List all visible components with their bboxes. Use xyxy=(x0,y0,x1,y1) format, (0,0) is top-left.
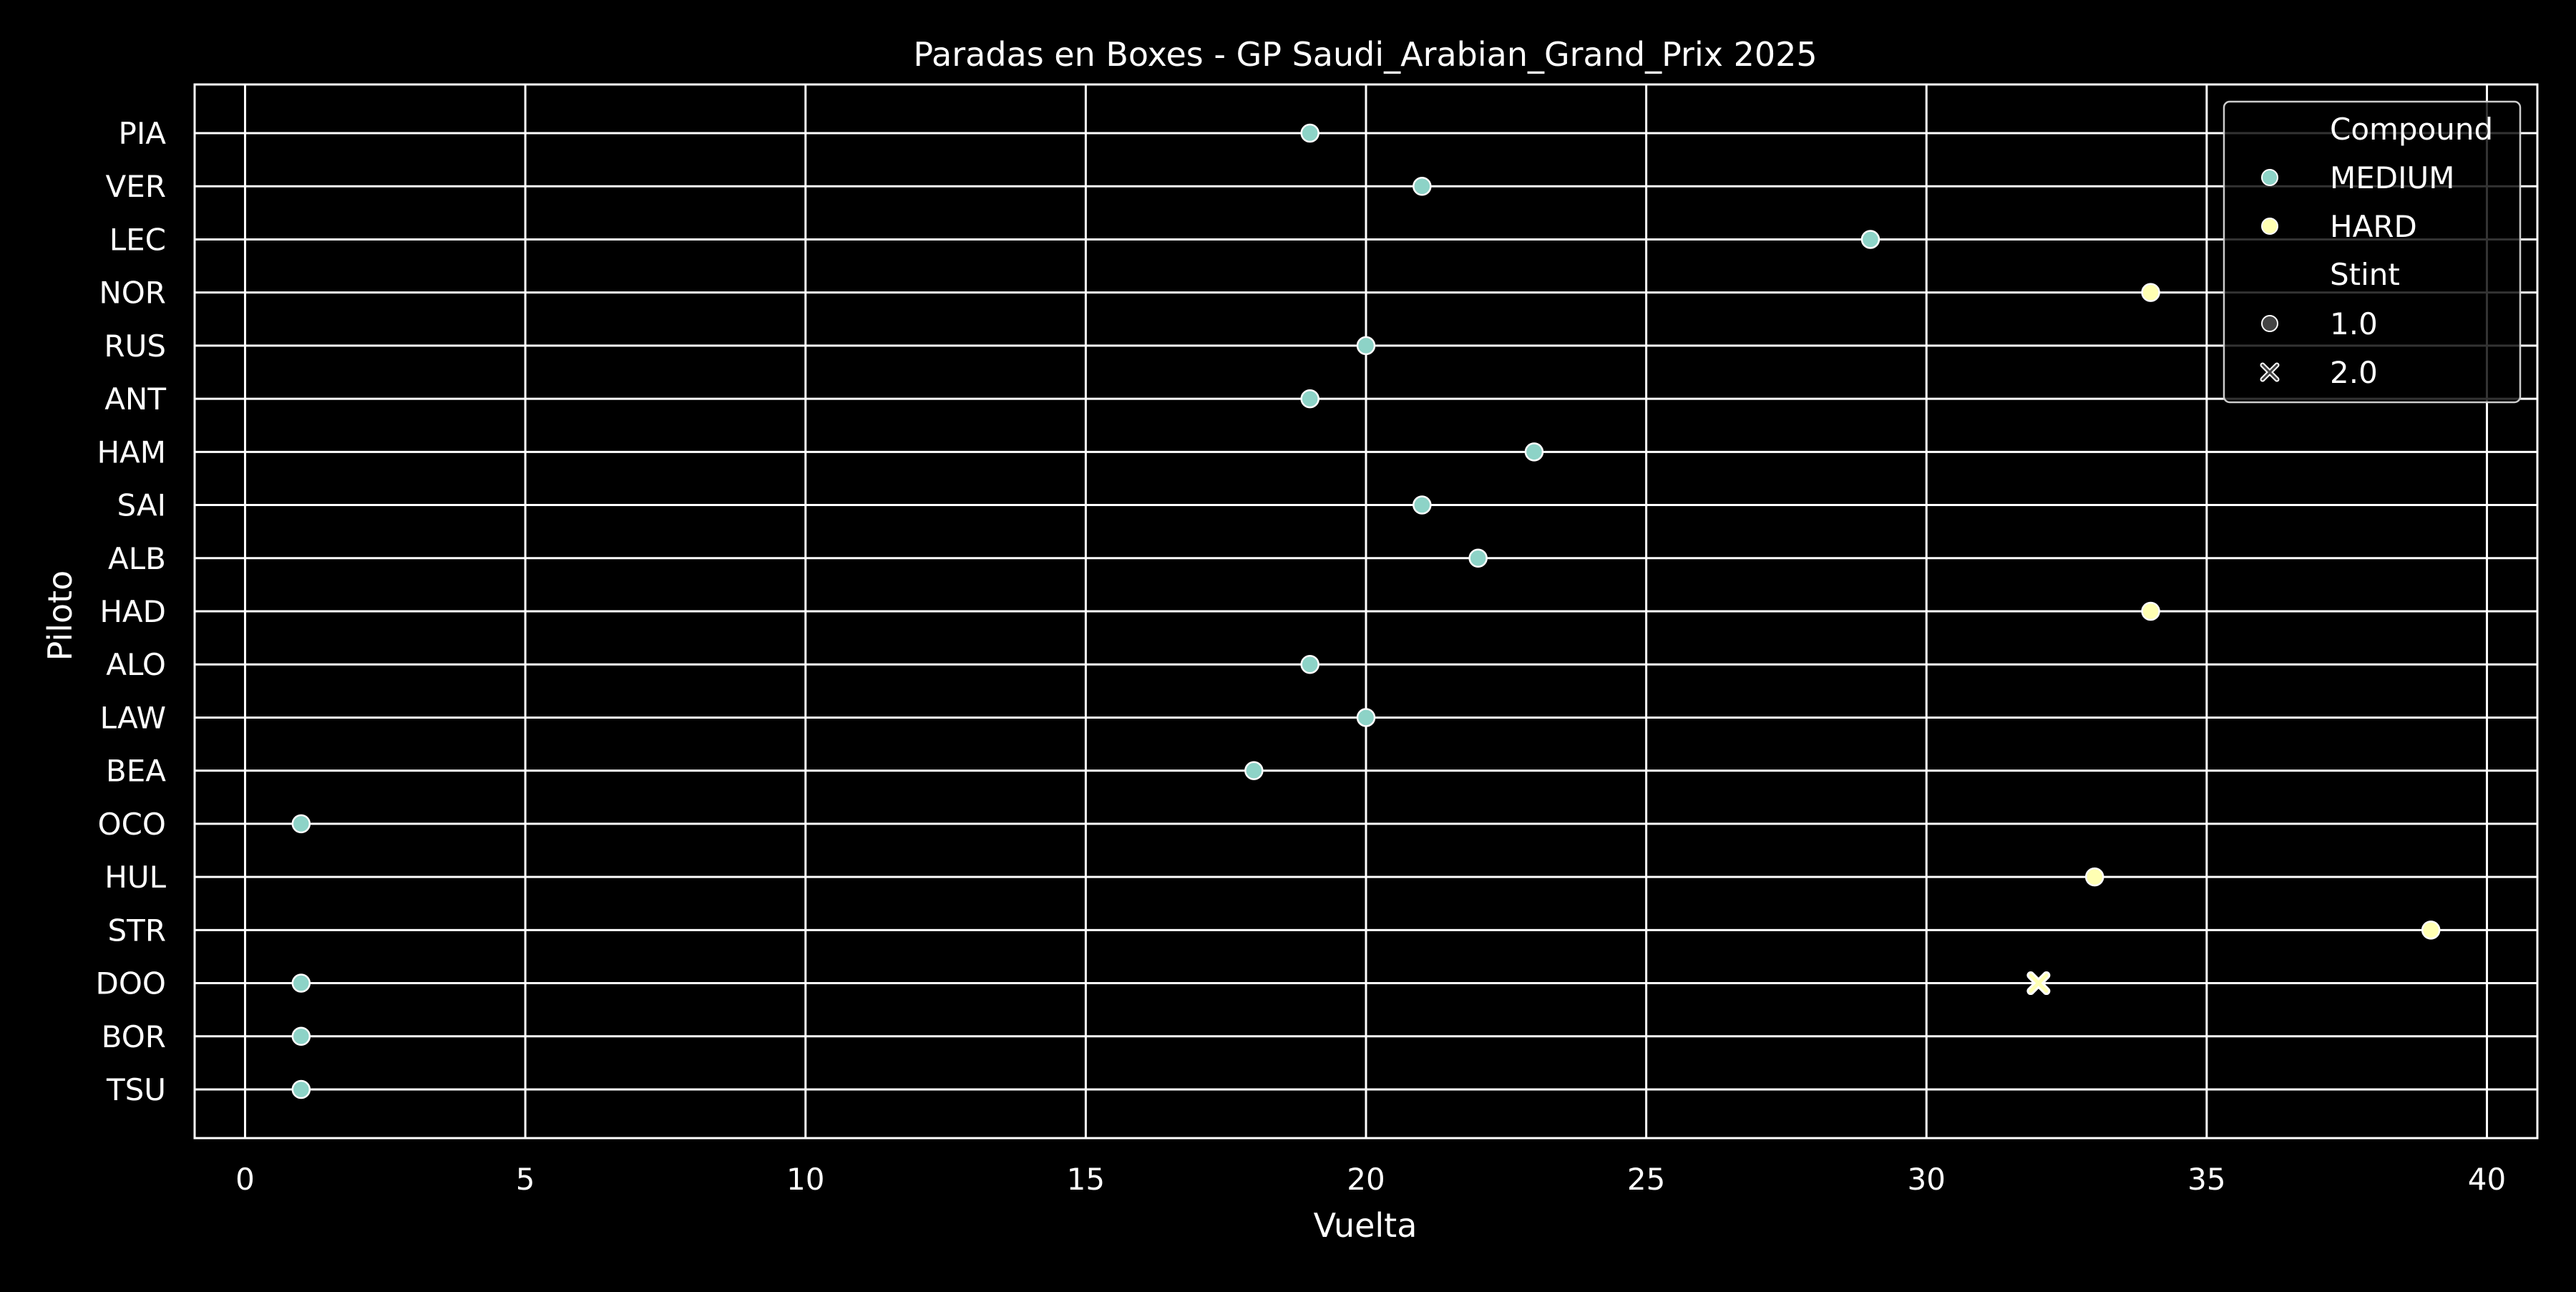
data-point-bea-lap-18 xyxy=(1244,761,1264,780)
legend-title-stint: Stint xyxy=(2330,257,2400,292)
data-point-pia-lap-19 xyxy=(1300,123,1319,143)
data-point-lec-lap-29 xyxy=(1860,230,1880,249)
point-marker-x xyxy=(2029,973,2049,994)
legend-label-hard: HARD xyxy=(2330,209,2417,244)
chart-title: Paradas en Boxes - GP Saudi_Arabian_Gran… xyxy=(913,35,1817,74)
y-tick-label: PIA xyxy=(119,116,167,151)
y-tick-label: DOO xyxy=(96,966,166,1001)
y-tick-label: HAD xyxy=(99,594,166,629)
data-point-sai-lap-21 xyxy=(1413,495,1432,515)
x-tick-label: 5 xyxy=(516,1162,535,1197)
legend-label-stint-1: 1.0 xyxy=(2330,306,2378,341)
x-tick-label: 40 xyxy=(2468,1162,2506,1197)
y-tick-label: HAM xyxy=(97,434,166,470)
x-tick-label: 30 xyxy=(1908,1162,1946,1197)
x-tick-labels: 0 5 10 15 20 25 30 35 40 xyxy=(235,1162,2506,1197)
y-tick-label: BEA xyxy=(106,754,166,789)
data-point-alo-lap-19 xyxy=(1300,654,1319,674)
data-point-ver-lap-21 xyxy=(1413,176,1432,196)
y-tick-label: BOR xyxy=(102,1019,166,1054)
x-tick-label: 10 xyxy=(786,1162,824,1197)
x-axis-label: Vuelta xyxy=(1314,1206,1418,1245)
data-point-ant-lap-19 xyxy=(1300,389,1319,409)
y-tick-label: SAI xyxy=(117,488,166,523)
x-tick-label: 0 xyxy=(235,1162,255,1197)
data-point-str-lap-39 xyxy=(2421,921,2441,940)
legend-title-compound: Compound xyxy=(2330,112,2493,147)
y-tick-label: STR xyxy=(108,913,167,948)
data-point-alb-lap-22 xyxy=(1468,548,1488,568)
data-point-oco-lap-1 xyxy=(291,814,311,834)
legend: Compound MEDIUM HARD Stint 1.0 2.0 xyxy=(2223,100,2522,404)
legend-label-stint-2: 2.0 xyxy=(2330,355,2378,390)
y-tick-labels: PIA VER LEC NOR RUS ANT HAM SAI ALB HAD ALO LAW BEA O… xyxy=(96,116,167,1107)
y-tick-label: ANT xyxy=(104,382,166,417)
y-axis-label: Piloto xyxy=(41,570,79,661)
data-points xyxy=(291,123,2441,1099)
data-point-tsu-lap-1 xyxy=(291,1079,311,1099)
plot-area-frame xyxy=(193,83,2539,1140)
legend-marker-stint-2-inner xyxy=(2261,364,2278,381)
y-tick-label: OCO xyxy=(98,807,166,842)
y-tick-label: HUL xyxy=(104,860,166,895)
y-tick-label: ALO xyxy=(106,647,166,682)
y-tick-label: LEC xyxy=(109,222,166,257)
data-point-ham-lap-23 xyxy=(1524,442,1544,462)
y-tick-label: TSU xyxy=(106,1072,166,1107)
legend-marker-stint-1 xyxy=(2261,315,2278,332)
data-point-hul-lap-33 xyxy=(2084,867,2104,887)
legend-marker-medium xyxy=(2261,169,2278,186)
y-tick-label: ALB xyxy=(108,541,166,576)
data-point-had-lap-34 xyxy=(2141,601,2160,621)
y-tick-label: RUS xyxy=(104,329,166,364)
data-point-nor-lap-34 xyxy=(2141,283,2160,302)
data-point-doo-lap-1 xyxy=(291,973,311,993)
data-point-rus-lap-20 xyxy=(1356,336,1376,356)
data-point-doo-lap-32 xyxy=(2026,971,2051,996)
x-tick-label: 25 xyxy=(1627,1162,1665,1197)
x-tick-label: 35 xyxy=(2187,1162,2225,1197)
legend-label-medium: MEDIUM xyxy=(2330,160,2454,195)
y-tick-label: VER xyxy=(106,169,166,204)
legend-box xyxy=(2223,100,2522,404)
y-tick-label: LAW xyxy=(100,700,166,735)
legend-marker-hard xyxy=(2261,218,2278,235)
y-tick-label: NOR xyxy=(99,276,166,311)
data-point-bor-lap-1 xyxy=(291,1026,311,1046)
x-tick-label: 15 xyxy=(1067,1162,1105,1197)
data-point-law-lap-20 xyxy=(1356,708,1376,727)
x-tick-label: 20 xyxy=(1347,1162,1385,1197)
